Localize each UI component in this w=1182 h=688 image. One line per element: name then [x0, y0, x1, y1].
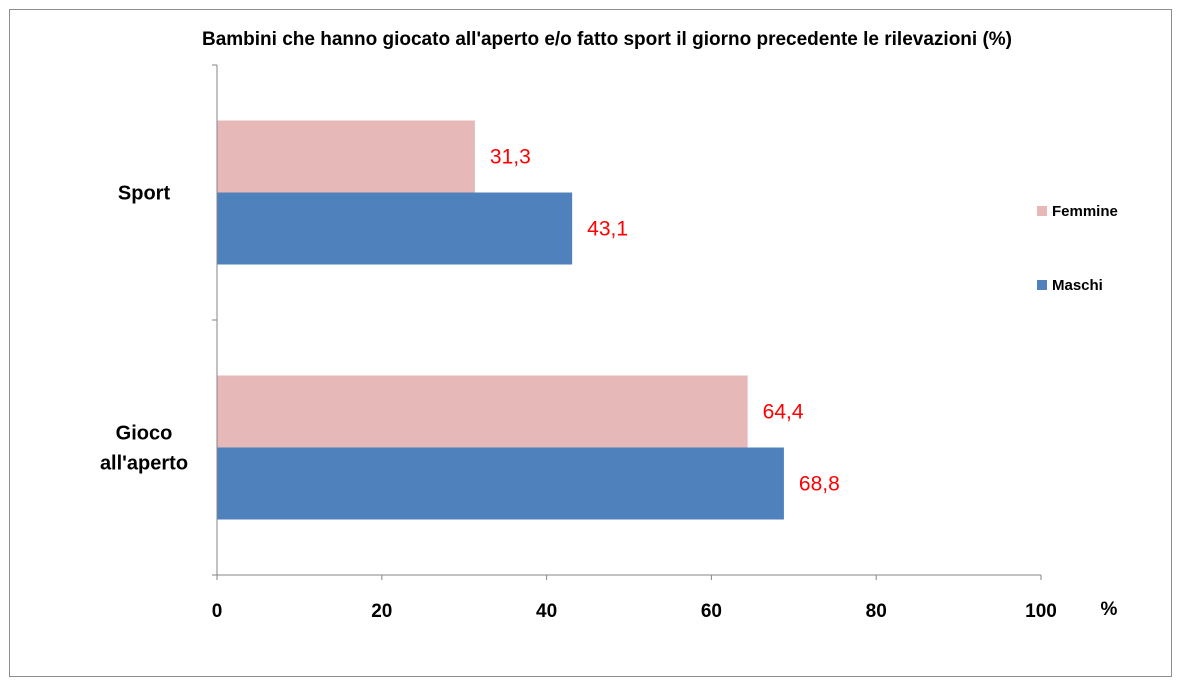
category-label-sport: Sport — [118, 183, 171, 205]
x-tick-label-20: 20 — [371, 601, 392, 622]
x-tick-label-0: 0 — [212, 601, 223, 622]
bar-maschi-gioco-all-aperto — [217, 447, 784, 520]
category-labels-group: Sport Gioco all'aperto — [100, 183, 188, 475]
x-axis-unit: % — [1101, 599, 1118, 620]
legend-swatch-maschi — [1037, 280, 1047, 290]
legend-label-maschi: Maschi — [1052, 277, 1103, 294]
data-label-maschi-sport: 43,1 — [587, 218, 628, 241]
data-label-femmine-sport: 31,3 — [490, 146, 531, 169]
data-labels-group: 31,3 43,1 64,4 68,8 — [490, 146, 840, 496]
chart-title: Bambini che hanno giocato all'aperto e/o… — [202, 29, 1012, 50]
data-label-maschi-gioco-all-aperto: 68,8 — [799, 473, 840, 496]
x-tick-label-60: 60 — [701, 601, 722, 622]
category-label-gioco-all-aperto: Gioco all'aperto — [100, 423, 188, 475]
chart-frame: Bambini che hanno giocato all'aperto e/o… — [9, 9, 1172, 677]
bar-chart: Bambini che hanno giocato all'aperto e/o… — [100, 29, 1118, 622]
bar-femmine-sport — [217, 120, 475, 193]
x-tick-label-40: 40 — [536, 601, 557, 622]
bars-group — [217, 120, 784, 520]
legend-label-femmine: Femmine — [1052, 203, 1118, 220]
x-tick-label-80: 80 — [866, 601, 887, 622]
axes-group — [212, 64, 1042, 580]
x-tick-label-100: 100 — [1025, 601, 1057, 622]
bar-maschi-sport — [217, 192, 573, 265]
data-label-femmine-gioco-all-aperto: 64,4 — [763, 401, 804, 424]
legend: Femmine Maschi — [1037, 203, 1118, 294]
bar-femmine-gioco-all-aperto — [217, 375, 748, 448]
x-tick-labels-group: 0 20 40 60 80 100 — [212, 601, 1057, 622]
legend-swatch-femmine — [1037, 206, 1047, 216]
